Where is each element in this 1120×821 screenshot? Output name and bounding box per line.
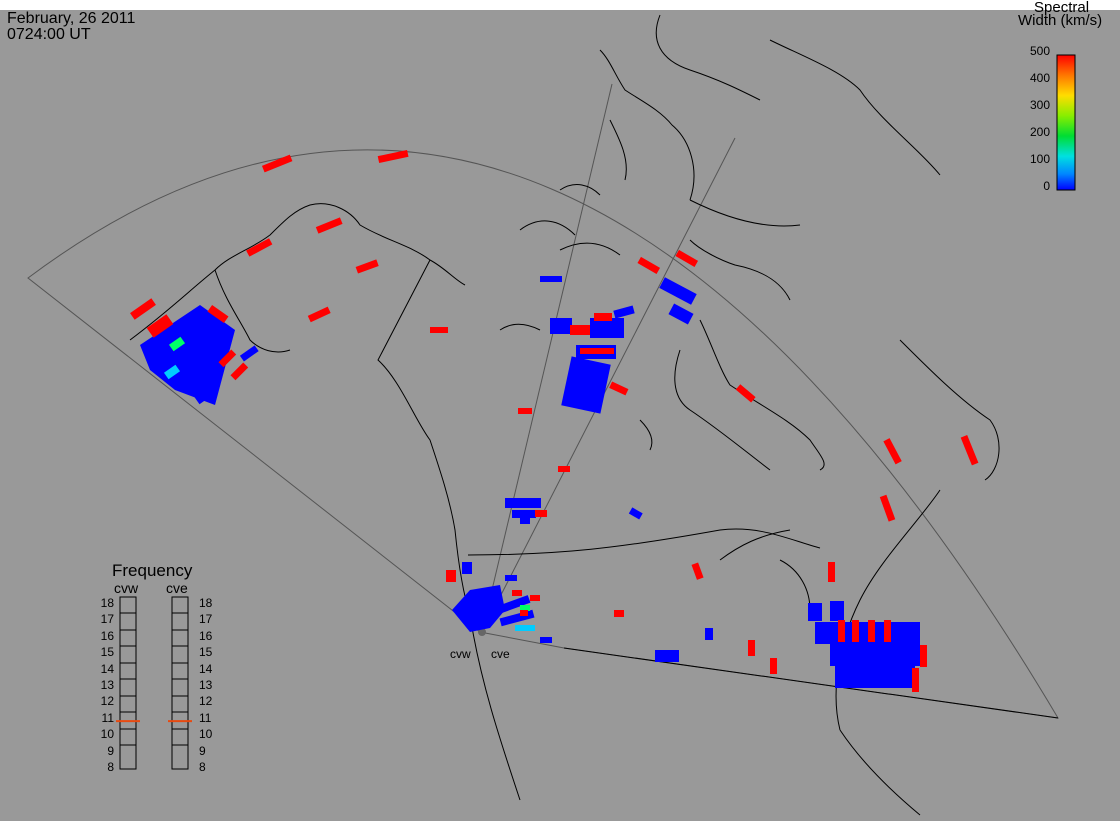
frequency-level-label-left: 16 [100,628,114,643]
frequency-level-label-left: 9 [107,743,114,758]
frequency-level-label-right: 16 [199,628,213,643]
frequency-level-label-right: 10 [199,727,213,742]
frequency-level-label-right: 8 [199,760,206,774]
frequency-level-label-right: 17 [199,612,213,627]
frequency-level-label-right: 18 [199,596,213,610]
echoes-northwest [246,149,448,333]
echoes-midlatitude [505,434,979,617]
colorbar-tick: 200 [1029,125,1050,139]
beam-line-cve [481,137,736,633]
frequency-level-label-right: 11 [199,710,212,725]
frequency-level-label-left: 8 [107,760,114,774]
colorbar-tick: 0 [1043,179,1050,193]
map-background [0,10,1120,821]
colorbar-tick: 100 [1029,152,1050,166]
frequency-radar-name: cvw [114,580,139,596]
colorbar [1056,54,1076,191]
frequency-panel [119,596,189,770]
date-label: February, 26 2011 [7,10,136,27]
frequency-level-label-left: 17 [100,612,114,627]
frequency-level-label-left: 11 [101,710,114,725]
frequency-radar-name: cve [166,580,188,596]
frequency-level-label-left: 12 [100,694,114,709]
frequency-level-label-right: 9 [199,743,206,758]
frequency-level-label-left: 13 [100,678,114,692]
radar-site-label: cve [491,647,510,661]
frequency-level-label-left: 15 [100,645,114,660]
frequency-level-label-left: 14 [100,661,114,676]
beam-line-cvw [481,83,613,633]
radar-map [0,10,1120,821]
colorbar-tick: 400 [1029,71,1050,85]
echoes-near-radar [446,562,552,643]
field-of-view-outline [27,149,1059,719]
frequency-level-label-left: 10 [100,727,114,742]
colorbar-title-line1: Spectral [1034,0,1090,16]
echoes-central-canada [518,249,756,472]
frequency-title: Frequency [112,561,193,580]
frequency-level-label-right: 14 [199,661,213,676]
frequency-level-label-right: 13 [199,678,213,692]
radar-site-label: cvw [450,647,471,661]
coastlines [129,14,1059,816]
colorbar-title-line2: Width (km/s) [1018,12,1103,29]
frequency-level-label-left: 18 [100,596,114,610]
echoes-alaska [130,298,259,405]
frequency-level-label-right: 15 [199,645,213,660]
colorbar-tick: 500 [1029,44,1050,58]
colorbar-tick: 300 [1029,98,1050,112]
echoes-eastern-us [655,562,927,692]
time-label: 0724:00 UT [7,26,91,43]
frequency-level-label-right: 12 [199,694,213,709]
